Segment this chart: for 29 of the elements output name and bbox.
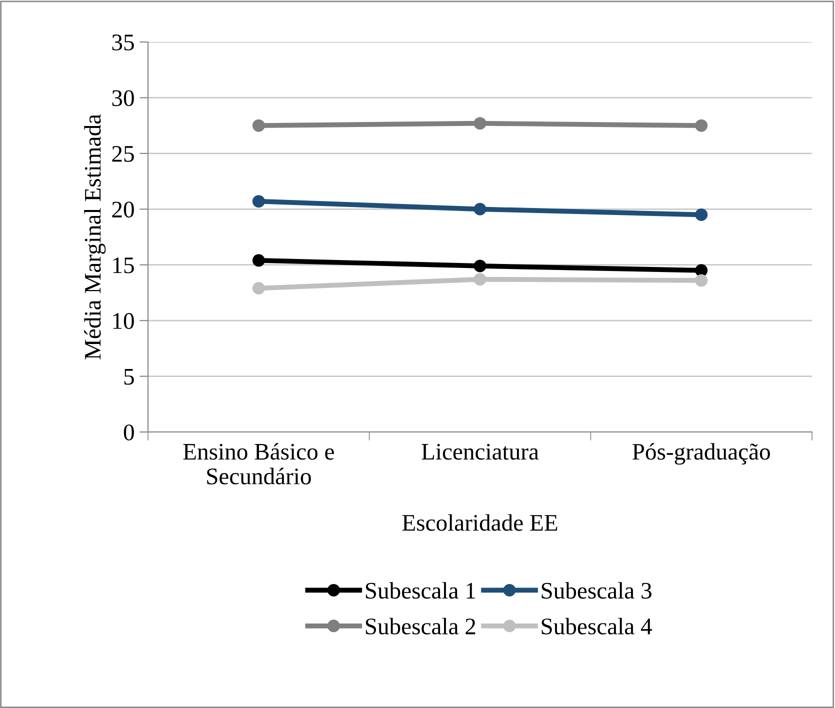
y-tick-label: 5	[124, 369, 134, 385]
point	[252, 195, 265, 208]
legend-label: Subescala 1	[366, 582, 476, 599]
legend-label: Subescala 2	[366, 618, 476, 634]
point	[474, 260, 486, 272]
x-tick-label: Ensino Básico e Secundário	[183, 443, 334, 484]
y-axis-title: Média Marginal Estimada	[84, 114, 106, 360]
x-axis-title: Escolaridade EE	[402, 514, 558, 531]
y-tick-label: 30	[112, 90, 134, 106]
point	[474, 117, 486, 130]
y-tick-label: 10	[113, 313, 134, 329]
point	[695, 119, 708, 132]
y-tick-label: 20	[112, 202, 134, 218]
legend-label: Subescala 3	[542, 582, 652, 599]
point	[695, 208, 708, 221]
point	[252, 119, 265, 132]
y-tick-label: 15	[113, 257, 134, 274]
legend-label: Subescala 4	[542, 618, 652, 634]
point	[252, 282, 265, 295]
point	[695, 264, 708, 277]
y-tick-label: 0	[124, 424, 134, 440]
point	[474, 273, 486, 286]
y-tick-label: 35	[112, 34, 134, 50]
point	[252, 254, 265, 267]
y-tick-label: 25	[112, 146, 134, 162]
point	[474, 202, 486, 216]
point	[695, 274, 708, 287]
x-tick-label: Licenciatura	[422, 444, 539, 460]
x-tick-label: Pós-graduação	[632, 443, 770, 465]
